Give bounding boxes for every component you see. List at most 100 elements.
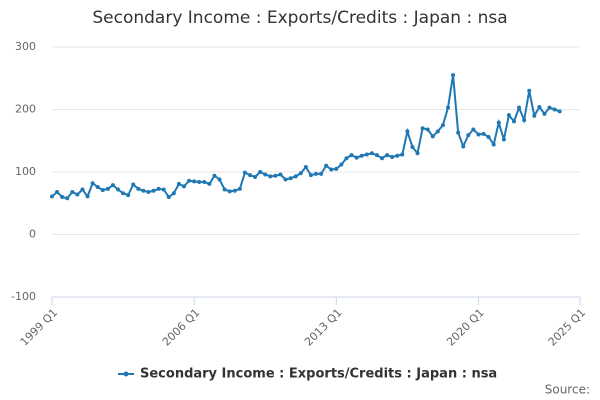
point [344,156,349,161]
point [364,152,369,157]
x-tick-label: 1999 Q1 [18,306,61,349]
point [278,172,283,177]
point [349,153,354,158]
point [151,188,156,193]
point [354,155,359,160]
point [141,188,146,193]
point [197,180,202,184]
point [298,171,303,176]
point [217,177,222,182]
x-tick-label: 2025 Q1 [546,306,589,349]
point [248,173,252,178]
point [512,119,516,124]
point [532,113,537,118]
y-tick-label: 0 [29,228,36,241]
point [166,195,171,199]
point [60,195,65,199]
point [547,105,552,110]
point [501,137,506,142]
point [446,105,450,110]
point [126,193,131,198]
point [50,194,54,199]
point [461,144,466,149]
point [324,163,329,168]
point [90,181,95,186]
y-tick-label: 100 [15,165,36,178]
point [410,145,415,149]
point [182,184,186,189]
point [121,191,126,196]
point [202,180,207,184]
point [496,120,501,125]
point [420,126,425,131]
point [440,123,445,128]
point [80,187,85,192]
point [476,132,481,137]
point [451,73,456,78]
point [395,153,400,158]
point [110,183,115,188]
point [212,173,217,178]
point [435,129,440,134]
point [187,178,192,183]
point [557,109,562,114]
y-tick-label: 200 [15,103,36,116]
point [258,170,263,174]
point [293,174,298,179]
point [95,185,100,189]
point [491,142,496,147]
point [374,153,379,158]
point [288,176,293,181]
point [253,175,258,179]
point [308,173,313,178]
point [405,129,410,134]
point [65,196,70,201]
point [522,118,527,123]
point [319,171,324,176]
point [227,189,232,194]
point [334,166,339,171]
point [161,187,166,192]
point [237,186,242,191]
point [430,134,435,139]
point [527,88,532,93]
point [146,190,151,194]
point [156,186,161,191]
point [303,165,308,169]
chart-title: Secondary Income : Exports/Credits : Jap… [92,8,507,28]
point [380,156,384,161]
point [486,135,491,139]
point [116,187,120,192]
point [314,171,318,176]
point [136,186,141,191]
point [339,162,344,167]
point [542,111,547,116]
point [232,188,237,193]
legend-label: Secondary Income : Exports/Credits : Jap… [140,367,497,382]
point [471,127,476,132]
point [359,153,364,158]
point [537,105,542,109]
point [222,187,227,192]
point [385,153,390,158]
point [171,191,176,196]
y-tick-label: 300 [15,40,36,53]
point [273,173,278,178]
point [105,186,110,191]
point [263,172,268,177]
point [131,182,136,187]
point [552,107,557,112]
point [481,131,486,136]
point [369,151,374,156]
x-tick-label: 2020 Q1 [444,306,487,349]
source: Source: [545,383,590,397]
x-tick-label: 2013 Q1 [302,306,345,349]
point [55,190,60,194]
point [75,192,80,197]
point [283,177,288,182]
point [506,113,511,118]
point [425,127,430,132]
point [85,194,90,199]
point [100,188,105,193]
